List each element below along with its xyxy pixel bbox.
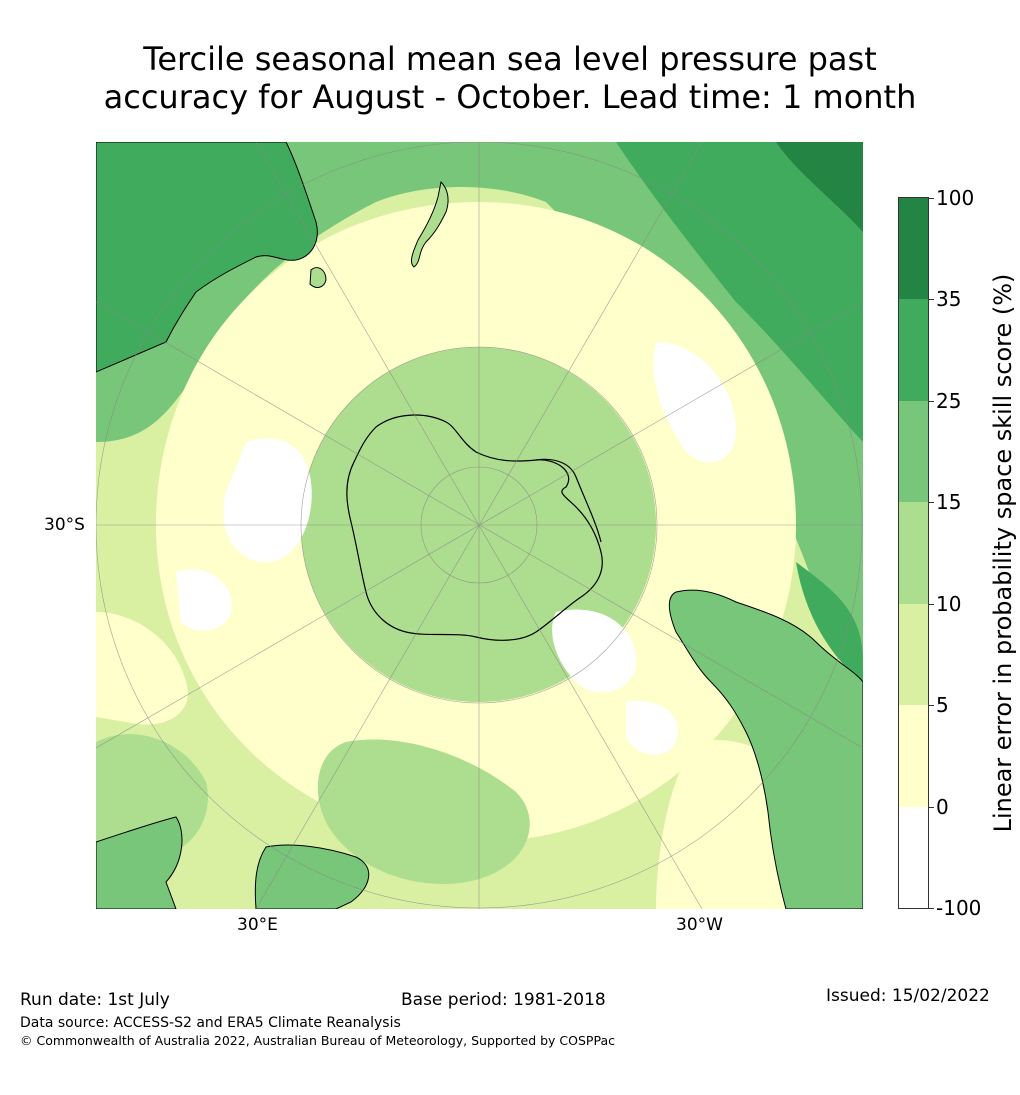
colorbar-tick-label: 100	[936, 186, 975, 210]
colorbar-bin	[899, 705, 928, 807]
lat-label-30s: 30°S	[44, 515, 85, 535]
colorbar-tick-label: 5	[936, 693, 949, 718]
colorbar-tick-mark	[929, 400, 934, 402]
lon-label-30w: 30°W	[676, 915, 723, 935]
antarctica-coastline	[346, 414, 603, 641]
base-period: Base period: 1981-2018	[401, 990, 606, 1010]
skill-patch-0-5-sw	[96, 612, 188, 725]
chart-title: Tercile seasonal mean sea level pressure…	[0, 40, 1020, 116]
colorbar-bin	[899, 502, 928, 604]
colorbar-bin	[899, 299, 928, 401]
new-zealand	[411, 180, 449, 268]
run-date: Run date: 1st July	[20, 990, 170, 1010]
copyright: © Commonwealth of Australia 2022, Austra…	[20, 1033, 615, 1048]
skill-patch-10-15-s	[317, 739, 530, 884]
colorbar-tick-mark	[929, 806, 934, 808]
skill-patch-negative-w	[223, 438, 312, 562]
colorbar-bin	[899, 806, 928, 908]
colorbar-tick-mark	[929, 502, 934, 504]
colorbar-tick-label: 10	[936, 591, 962, 616]
colorbar-tick-label: 25	[936, 388, 962, 413]
colorbar-tick-label: 15	[936, 490, 962, 515]
title-line-2: accuracy for August - October. Lead time…	[103, 78, 917, 116]
africa-coastline	[96, 816, 183, 909]
colorbar	[898, 197, 929, 909]
skill-patch-negative-sw	[176, 569, 232, 631]
south-america-coastline	[668, 589, 863, 909]
skill-patch-negative-s	[626, 701, 678, 755]
colorbar-bin	[899, 400, 928, 503]
skill-zone-ring-0-5	[156, 202, 796, 842]
title-line-1: Tercile seasonal mean sea level pressure…	[143, 40, 877, 78]
skill-patch-negative-se	[552, 609, 636, 693]
issued-date: Issued: 15/02/2022	[826, 986, 990, 1006]
lon-label-30e: 30°E	[237, 915, 278, 935]
graticule	[96, 142, 863, 909]
colorbar-bin	[899, 603, 928, 706]
colorbar-tick-label: 35	[936, 287, 962, 312]
skill-zone-outer-35-100-ne	[776, 142, 863, 232]
colorbar-tick-mark	[929, 198, 934, 199]
colorbar-title: Linear error in probability space skill …	[989, 273, 1017, 833]
australia-coastline	[96, 142, 318, 373]
tasmania	[309, 267, 327, 288]
skill-zone-outer-25-35-e	[796, 562, 863, 682]
colorbar-tick-label: -100	[936, 896, 982, 920]
colorbar-tick-mark	[929, 299, 934, 301]
colorbar-tick-label: 0	[936, 794, 949, 819]
colorbar-tick-mark	[929, 603, 934, 605]
data-source: Data source: ACCESS-S2 and ERA5 Climate …	[20, 1015, 401, 1031]
colorbar-tick-mark	[929, 705, 934, 707]
colorbar-tick-mark	[929, 908, 934, 909]
colorbar-bin	[899, 198, 928, 300]
skill-zone-outer-25-35-ne	[616, 142, 863, 442]
skill-patch-negative-e	[653, 342, 736, 463]
polar-map	[96, 142, 863, 909]
